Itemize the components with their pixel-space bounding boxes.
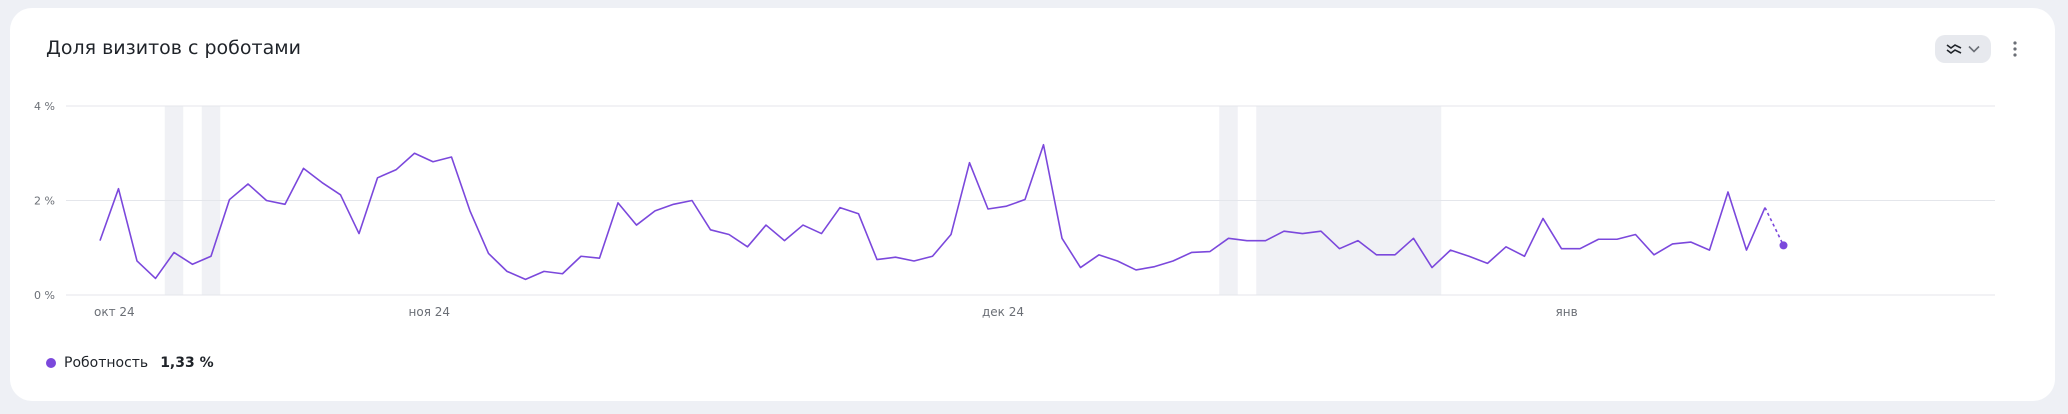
line-chart: 0 % 2 % 4 % окт 24 ноя 24 дек 24 янв xyxy=(34,100,1995,319)
x-tick-label: окт 24 xyxy=(94,305,135,319)
x-tick-label: дек 24 xyxy=(982,305,1024,319)
chart-type-button[interactable] xyxy=(1935,35,1991,63)
y-tick-label: 4 % xyxy=(34,100,55,113)
chart-title: Доля визитов с роботами xyxy=(46,37,301,59)
more-menu-button[interactable] xyxy=(2007,35,2023,63)
y-tick-label: 2 % xyxy=(34,195,55,208)
chart-card: Доля визитов с роботами 0 % 2 % 4 % окт 24 н… xyxy=(10,8,2055,401)
x-tick-label: янв xyxy=(1556,305,1578,319)
x-tick-label: ноя 24 xyxy=(409,305,451,319)
legend-color-dot xyxy=(46,358,56,368)
legend-value: 1,33 % xyxy=(160,355,214,371)
series-line-robotness xyxy=(99,143,1766,281)
legend-label: Роботность xyxy=(64,355,149,371)
kebab-menu-icon xyxy=(2013,41,2017,57)
chevron-down-icon xyxy=(1968,45,1980,53)
last-data-point xyxy=(1779,241,1788,250)
line-chart-icon xyxy=(1946,44,1962,54)
series-line-partial xyxy=(1764,207,1785,246)
y-tick-label: 0 % xyxy=(34,289,55,302)
legend-item-robotness[interactable]: Роботность 1,33 % xyxy=(46,355,214,371)
